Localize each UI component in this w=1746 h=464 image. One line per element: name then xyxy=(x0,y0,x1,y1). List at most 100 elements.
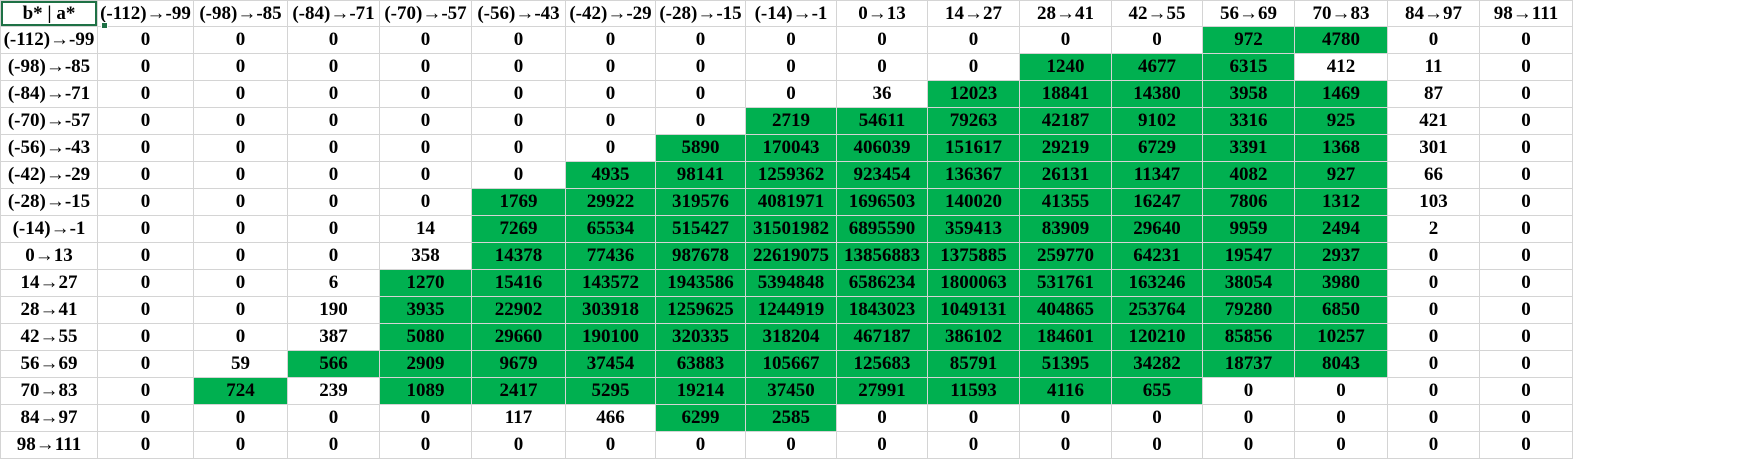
data-cell[interactable]: 0 xyxy=(97,80,194,108)
data-cell[interactable]: 359413 xyxy=(927,215,1020,243)
data-cell[interactable]: 0 xyxy=(1479,269,1573,297)
row-header[interactable]: (-28)→-15 xyxy=(0,188,98,216)
data-cell[interactable]: 5080 xyxy=(379,323,472,351)
data-cell[interactable]: 0 xyxy=(193,26,288,54)
data-cell[interactable]: 2937 xyxy=(1294,242,1388,270)
data-cell[interactable]: 6315 xyxy=(1202,53,1295,81)
data-cell[interactable]: 0 xyxy=(655,431,746,459)
data-cell[interactable]: 79280 xyxy=(1202,296,1295,324)
data-cell[interactable]: 1259625 xyxy=(655,296,746,324)
data-cell[interactable]: 386102 xyxy=(927,323,1020,351)
data-cell[interactable]: 0 xyxy=(287,215,380,243)
data-cell[interactable]: 15416 xyxy=(471,269,566,297)
data-cell[interactable]: 253764 xyxy=(1111,296,1203,324)
data-cell[interactable]: 301 xyxy=(1387,134,1480,162)
data-cell[interactable]: 9959 xyxy=(1202,215,1295,243)
data-cell[interactable]: 0 xyxy=(1479,188,1573,216)
data-cell[interactable]: 163246 xyxy=(1111,269,1203,297)
data-cell[interactable]: 0 xyxy=(287,134,380,162)
data-cell[interactable]: 7806 xyxy=(1202,188,1295,216)
data-cell[interactable]: 0 xyxy=(1387,296,1480,324)
column-header[interactable]: 84→97 xyxy=(1387,0,1480,27)
data-cell[interactable]: 467187 xyxy=(836,323,928,351)
row-header[interactable]: (-112)→-99 xyxy=(0,26,98,54)
data-cell[interactable]: 190 xyxy=(287,296,380,324)
data-cell[interactable]: 0 xyxy=(927,53,1020,81)
data-cell[interactable]: 566 xyxy=(287,350,380,378)
fill-handle[interactable] xyxy=(101,22,108,29)
data-cell[interactable]: 143572 xyxy=(565,269,656,297)
data-cell[interactable]: 27991 xyxy=(836,377,928,405)
data-cell[interactable]: 0 xyxy=(287,80,380,108)
data-cell[interactable]: 0 xyxy=(1479,242,1573,270)
data-cell[interactable]: 1049131 xyxy=(927,296,1020,324)
data-cell[interactable]: 38054 xyxy=(1202,269,1295,297)
data-cell[interactable]: 0 xyxy=(745,431,837,459)
data-cell[interactable]: 42187 xyxy=(1019,107,1112,135)
data-cell[interactable]: 136367 xyxy=(927,161,1020,189)
data-cell[interactable]: 0 xyxy=(97,53,194,81)
column-header[interactable]: 0→13 xyxy=(836,0,928,27)
data-cell[interactable]: 259770 xyxy=(1019,242,1112,270)
data-cell[interactable]: 0 xyxy=(97,107,194,135)
data-cell[interactable]: 0 xyxy=(97,323,194,351)
data-cell[interactable]: 34282 xyxy=(1111,350,1203,378)
column-header[interactable]: 56→69 xyxy=(1202,0,1295,27)
data-cell[interactable]: 2 xyxy=(1387,215,1480,243)
data-cell[interactable]: 0 xyxy=(1479,80,1573,108)
data-cell[interactable]: 36 xyxy=(836,80,928,108)
data-cell[interactable]: 0 xyxy=(287,26,380,54)
data-cell[interactable]: 404865 xyxy=(1019,296,1112,324)
column-header[interactable]: 42→55 xyxy=(1111,0,1203,27)
data-cell[interactable]: 64231 xyxy=(1111,242,1203,270)
data-cell[interactable]: 0 xyxy=(927,431,1020,459)
data-cell[interactable]: 151617 xyxy=(927,134,1020,162)
data-cell[interactable]: 0 xyxy=(193,107,288,135)
data-cell[interactable]: 85856 xyxy=(1202,323,1295,351)
data-cell[interactable]: 31501982 xyxy=(745,215,837,243)
data-cell[interactable]: 29640 xyxy=(1111,215,1203,243)
data-cell[interactable]: 2719 xyxy=(745,107,837,135)
data-cell[interactable]: 6895590 xyxy=(836,215,928,243)
data-cell[interactable]: 18841 xyxy=(1019,80,1112,108)
data-cell[interactable]: 0 xyxy=(193,431,288,459)
data-cell[interactable]: 1270 xyxy=(379,269,472,297)
data-cell[interactable]: 0 xyxy=(1202,404,1295,432)
data-cell[interactable]: 3958 xyxy=(1202,80,1295,108)
data-cell[interactable]: 466 xyxy=(565,404,656,432)
data-cell[interactable]: 0 xyxy=(97,242,194,270)
data-cell[interactable]: 0 xyxy=(1479,404,1573,432)
data-cell[interactable]: 0 xyxy=(379,53,472,81)
row-header[interactable]: (-14)→-1 xyxy=(0,215,98,243)
column-header[interactable]: (-98)→-85 xyxy=(193,0,288,27)
data-cell[interactable]: 14 xyxy=(379,215,472,243)
data-cell[interactable]: 0 xyxy=(193,296,288,324)
data-cell[interactable]: 0 xyxy=(655,53,746,81)
data-cell[interactable]: 2585 xyxy=(745,404,837,432)
row-header[interactable]: 84→97 xyxy=(0,404,98,432)
data-cell[interactable]: 0 xyxy=(745,80,837,108)
row-header[interactable]: (-56)→-43 xyxy=(0,134,98,162)
data-cell[interactable]: 0 xyxy=(1387,269,1480,297)
data-cell[interactable]: 0 xyxy=(655,107,746,135)
data-cell[interactable]: 0 xyxy=(1479,431,1573,459)
data-cell[interactable]: 515427 xyxy=(655,215,746,243)
column-header[interactable]: (-70)→-57 xyxy=(379,0,472,27)
data-cell[interactable]: 0 xyxy=(1019,404,1112,432)
data-cell[interactable]: 77436 xyxy=(565,242,656,270)
data-cell[interactable]: 318204 xyxy=(745,323,837,351)
data-cell[interactable]: 1800063 xyxy=(927,269,1020,297)
column-header[interactable]: 98→111 xyxy=(1479,0,1573,27)
data-cell[interactable]: 0 xyxy=(97,134,194,162)
data-cell[interactable]: 0 xyxy=(97,404,194,432)
data-cell[interactable]: 387 xyxy=(287,323,380,351)
data-cell[interactable]: 5394848 xyxy=(745,269,837,297)
data-cell[interactable]: 11347 xyxy=(1111,161,1203,189)
data-cell[interactable]: 0 xyxy=(1202,431,1295,459)
data-cell[interactable]: 4780 xyxy=(1294,26,1388,54)
data-cell[interactable]: 0 xyxy=(379,80,472,108)
data-cell[interactable]: 41355 xyxy=(1019,188,1112,216)
column-header[interactable]: (-112)→-99 xyxy=(97,0,194,27)
row-header[interactable]: 42→55 xyxy=(0,323,98,351)
data-cell[interactable]: 0 xyxy=(1019,26,1112,54)
